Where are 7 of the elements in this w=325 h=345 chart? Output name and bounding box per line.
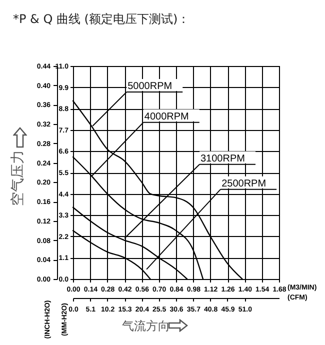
text: 空气压力 <box>10 150 26 206</box>
text: 气流方向 <box>122 319 170 333</box>
annotation: 5000RPM <box>128 81 172 92</box>
chart-title: *P & Q 曲线 (额定电压下测试)： <box>13 12 190 26</box>
annotation: 4000RPM <box>144 111 189 122</box>
annotation: 3100RPM <box>200 153 245 164</box>
annotation: 2500RPM <box>222 178 266 190</box>
